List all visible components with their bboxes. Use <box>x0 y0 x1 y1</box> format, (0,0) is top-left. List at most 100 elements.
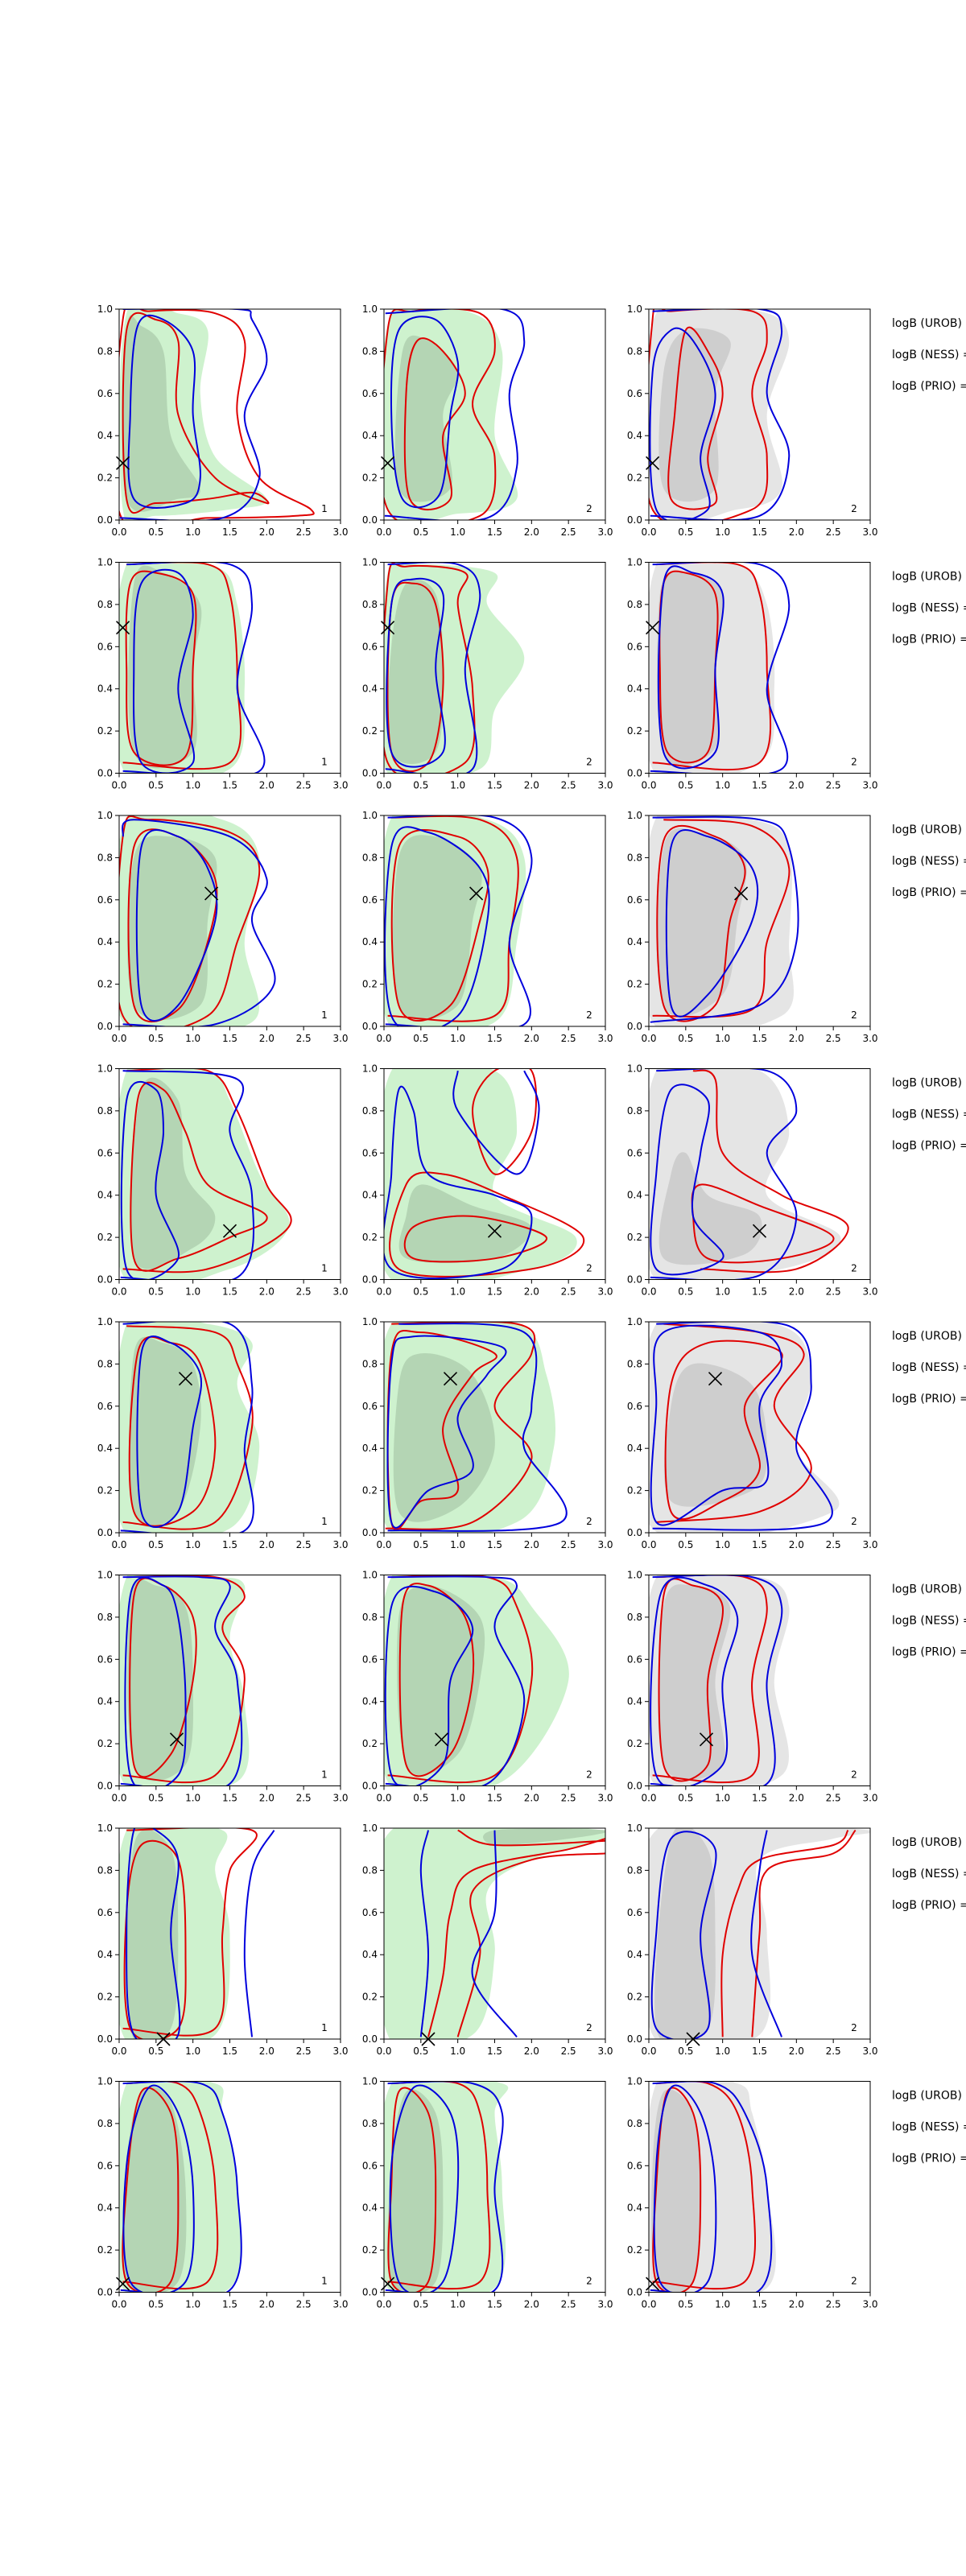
x-tick-label: 1.5 <box>752 1539 767 1550</box>
density-fill-inner <box>658 1152 762 1265</box>
x-tick-label: 2.0 <box>259 1539 275 1550</box>
red-contour-1 <box>403 1215 547 1263</box>
y-tick-label: 0.2 <box>627 2244 642 2256</box>
y-tick-label: 0.2 <box>627 1738 642 1749</box>
red-contour-1 <box>390 828 489 1022</box>
red-contour-1 <box>122 2087 180 2293</box>
x-tick-label: 2.5 <box>826 526 841 538</box>
x-tick-label: 2.0 <box>789 526 804 538</box>
x-tick-label: 0.5 <box>148 1286 163 1298</box>
y-tick-label: 0.2 <box>97 1232 113 1243</box>
red-contour-3 <box>457 1829 605 1847</box>
blue-contour-1 <box>389 2084 460 2293</box>
panel-r1-c1: 0.0 0.5 1.0 1.5 2.0 2.5 3.0 0.0 0.2 0.4 0.6 0.8 1.0 1 <box>97 303 349 538</box>
panel-corner-label: 2 <box>586 1769 592 1781</box>
x-tick-label: 3.0 <box>597 1539 613 1550</box>
side-label: logB (NESS) = <box>892 2121 966 2134</box>
x-tick-label: 1.5 <box>752 2046 767 2057</box>
x-tick-label: 0.0 <box>641 1033 656 1044</box>
x-tick-label: 2.0 <box>524 1033 539 1044</box>
side-label: logB (NESS) = <box>892 1361 966 1374</box>
side-label: logB (NESS) = <box>892 1108 966 1121</box>
y-tick-label: 0.4 <box>362 683 378 695</box>
x-tick-label: 2.0 <box>789 1033 804 1044</box>
y-tick-label: 0.4 <box>97 1190 113 1201</box>
panel-r2-c2: 0.0 0.5 1.0 1.5 2.0 2.5 3.0 0.0 0.2 0.4 0.6 0.8 1.0 2 <box>362 557 613 791</box>
x-tick-label: 1.0 <box>185 1793 200 1804</box>
y-tick-label: 1.0 <box>362 2076 378 2087</box>
x-tick-label: 2.0 <box>789 780 804 791</box>
panel-r8-c1: 0.0 0.5 1.0 1.5 2.0 2.5 3.0 0.0 0.2 0.4 0.6 0.8 1.0 1 <box>97 2076 349 2310</box>
y-tick-label: 0.0 <box>97 1274 113 1286</box>
marker-x <box>434 1732 449 1747</box>
panel-corner-label: 2 <box>586 2022 592 2033</box>
panel-corner-label: 2 <box>851 503 857 514</box>
y-tick-label: 0.2 <box>627 473 642 484</box>
x-tick-label: 0.5 <box>678 2046 693 2057</box>
x-tick-label: 0.5 <box>678 1033 693 1044</box>
density-fill-inner <box>127 1579 194 1781</box>
panel-r8-c3: 0.0 0.5 1.0 1.5 2.0 2.5 3.0 0.0 0.2 0.4 0.6 0.8 1.0 2 <box>627 2076 878 2310</box>
panel-corner-label: 1 <box>321 2276 328 2287</box>
y-tick-label: 0.8 <box>97 1864 113 1876</box>
red-contour-1 <box>652 2087 702 2293</box>
marker-x <box>646 621 660 635</box>
panel-corner-label: 2 <box>586 1516 592 1527</box>
x-tick-label: 0.0 <box>641 780 656 791</box>
x-tick-label: 0.0 <box>641 526 656 538</box>
y-tick-label: 0.0 <box>627 768 642 779</box>
panel-corner-label: 1 <box>321 1009 328 1021</box>
y-tick-label: 1.0 <box>97 810 113 821</box>
panel-r8-c2: 0.0 0.5 1.0 1.5 2.0 2.5 3.0 0.0 0.2 0.4 0.6 0.8 1.0 2 <box>362 2076 613 2310</box>
red-contour-1 <box>658 570 719 764</box>
y-tick-label: 0.4 <box>362 1696 378 1707</box>
red-contour-2 <box>122 1575 246 1784</box>
blue-contour-1 <box>124 1576 187 1786</box>
x-tick-label: 2.0 <box>789 1286 804 1298</box>
blue-contour-1 <box>650 1831 717 2039</box>
x-tick-label: 1.0 <box>715 1286 730 1298</box>
blue-contour-2 <box>122 819 276 1026</box>
blue-contour-1 <box>122 2084 195 2293</box>
y-tick-label: 0.0 <box>97 514 113 526</box>
x-tick-label: 1.5 <box>752 526 767 538</box>
x-tick-label: 0.5 <box>678 526 693 538</box>
y-tick-label: 0.8 <box>97 1105 113 1117</box>
red-contour-2 <box>456 1852 605 2037</box>
x-tick-label: 1.0 <box>450 1286 465 1298</box>
side-label: logB (UROB) = <box>892 1330 966 1343</box>
y-tick-label: 1.0 <box>97 1063 113 1075</box>
red-contour-2 <box>122 562 242 770</box>
x-tick-label: 1.0 <box>185 1033 200 1044</box>
x-tick-label: 1.0 <box>715 2299 730 2310</box>
y-tick-label: 0.4 <box>362 936 378 947</box>
marker-x <box>443 1372 458 1386</box>
y-tick-label: 0.6 <box>97 894 113 906</box>
y-tick-label: 0.4 <box>97 1949 113 1960</box>
x-tick-label: 0.5 <box>148 2046 163 2057</box>
y-tick-label: 1.0 <box>627 2076 642 2087</box>
y-tick-label: 0.2 <box>97 1485 113 1496</box>
y-tick-label: 0.8 <box>97 2118 113 2129</box>
panel-r3-c1: 0.0 0.5 1.0 1.5 2.0 2.5 3.0 0.0 0.2 0.4 0.6 0.8 1.0 1 <box>97 810 349 1044</box>
x-tick-label: 1.5 <box>487 780 502 791</box>
side-label: logB (PRIO) = <box>892 1140 966 1153</box>
x-tick-label: 3.0 <box>332 1286 348 1298</box>
red-contour-2 <box>652 562 772 771</box>
y-tick-label: 0.2 <box>627 725 642 737</box>
y-tick-label: 0.6 <box>627 894 642 906</box>
density-fill-inner <box>654 1828 716 2039</box>
x-tick-label: 0.0 <box>111 1286 126 1298</box>
x-tick-label: 0.5 <box>678 1539 693 1550</box>
x-tick-label: 0.5 <box>413 2046 428 2057</box>
y-tick-label: 0.6 <box>627 1147 642 1158</box>
x-tick-label: 0.0 <box>376 1286 391 1298</box>
blue-contour-2 <box>120 2081 242 2293</box>
x-tick-label: 3.0 <box>862 2046 877 2057</box>
x-tick-label: 2.0 <box>524 2046 539 2057</box>
x-tick-label: 0.5 <box>148 526 163 538</box>
x-tick-label: 2.0 <box>259 1033 275 1044</box>
x-tick-label: 1.0 <box>185 1539 200 1550</box>
x-tick-label: 0.0 <box>376 1793 391 1804</box>
blue-contour-2 <box>243 1830 275 2037</box>
